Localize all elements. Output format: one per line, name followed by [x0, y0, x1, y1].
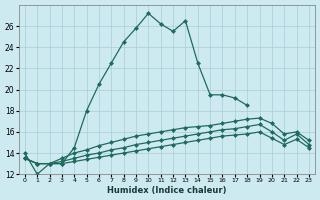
X-axis label: Humidex (Indice chaleur): Humidex (Indice chaleur)	[107, 186, 227, 195]
